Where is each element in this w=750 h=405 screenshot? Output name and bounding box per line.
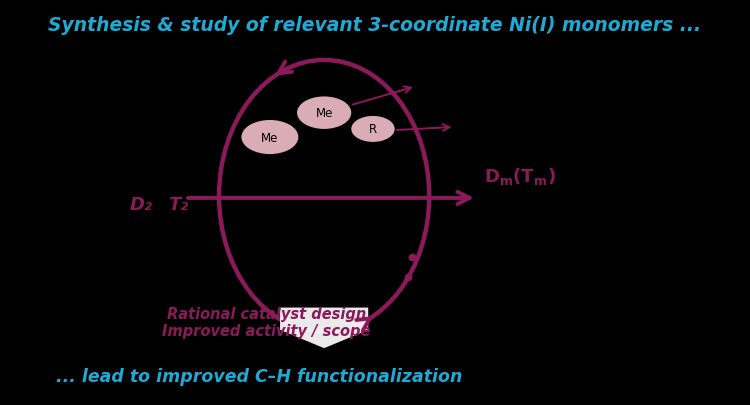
Text: Synthesis & study of relevant 3-coordinate Ni(I) monomers ...: Synthesis & study of relevant 3-coordina… — [49, 16, 701, 35]
Text: T₂: T₂ — [168, 196, 188, 213]
Text: Me: Me — [316, 107, 333, 120]
Ellipse shape — [297, 97, 351, 130]
Text: Me: Me — [261, 131, 278, 144]
Ellipse shape — [242, 121, 298, 155]
Text: $\mathbf{D_m(T_m)}$: $\mathbf{D_m(T_m)}$ — [484, 166, 555, 187]
Text: R: R — [369, 123, 377, 136]
Ellipse shape — [351, 117, 394, 143]
Polygon shape — [280, 308, 368, 348]
Text: ... lead to improved C–H functionalization: ... lead to improved C–H functionalizati… — [56, 367, 463, 385]
Text: D₂: D₂ — [130, 196, 152, 213]
Text: Rational catalyst design
Improved activity / scope: Rational catalyst design Improved activi… — [162, 306, 370, 338]
